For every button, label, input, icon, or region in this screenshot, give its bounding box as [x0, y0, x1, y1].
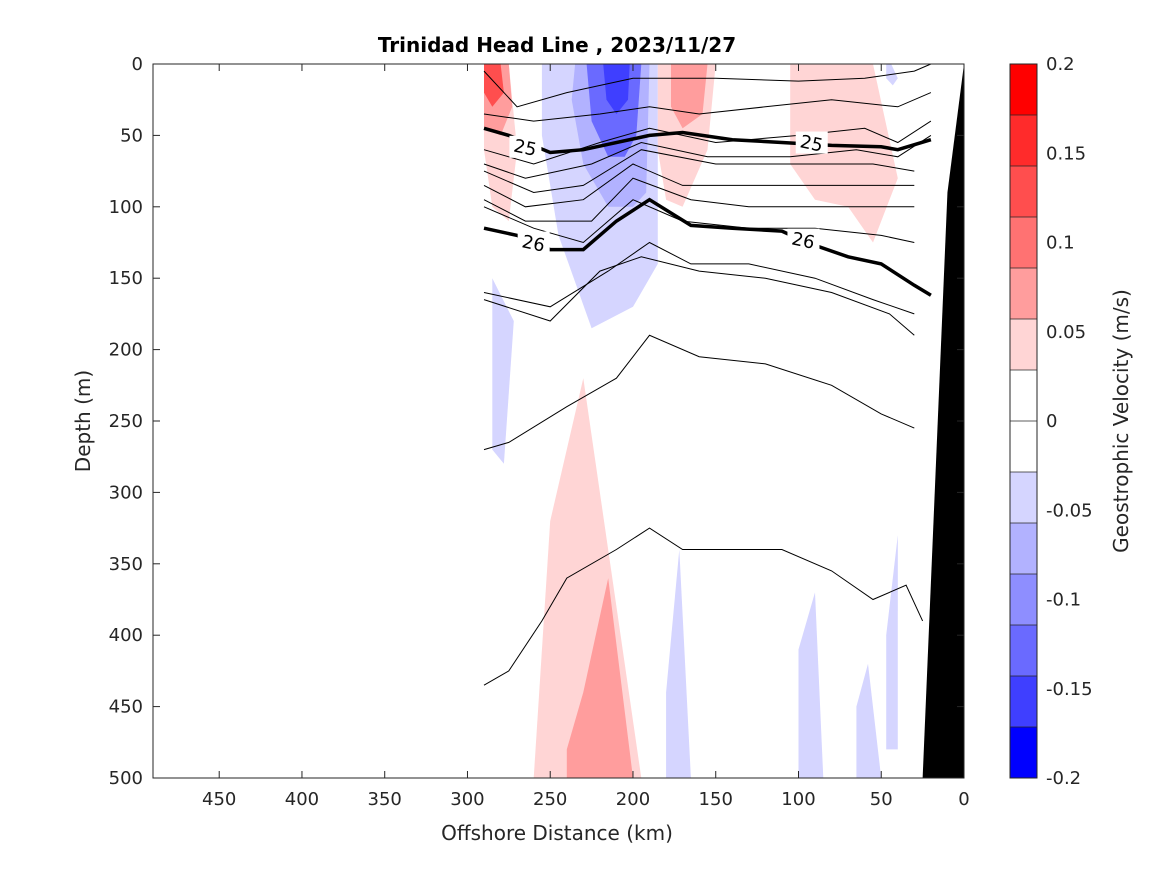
density-isoline-26 [483, 197, 932, 297]
density-isoline [483, 134, 932, 179]
x-axis-label: Offshore Distance (km) [441, 821, 673, 845]
colorbar-tick-label: -0.05 [1046, 500, 1093, 521]
isoline-label-bg [517, 231, 550, 254]
density-isoline [483, 334, 915, 451]
colorbar-swatch [1010, 115, 1037, 167]
density-isoline [483, 256, 915, 336]
colorbar: 0.2 0.15 0.1 0.05 0 -0.05 -0.1 -0.15 -0.2 [1009, 54, 1093, 789]
velocity-region [886, 535, 898, 750]
y-tick-label: 400 [109, 625, 143, 646]
colorbar-swatch [1010, 421, 1037, 473]
density-isoline [483, 163, 915, 208]
density-isoline-25 [483, 126, 932, 155]
colorbar-swatch [1010, 319, 1037, 371]
colorbar-tick-label: -0.15 [1046, 679, 1093, 700]
colorbar-label: Geostrophic Velocity (m/s) [1109, 289, 1133, 553]
colorbar-swatch [1010, 472, 1037, 524]
isoline-label-bg [787, 228, 820, 251]
colorbar-swatch [1010, 166, 1037, 218]
colorbar-tick-label: 0.05 [1046, 322, 1086, 343]
velocity-region [856, 663, 882, 778]
density-isoline [483, 120, 932, 165]
x-tick-label: 400 [285, 789, 319, 810]
x-tick-label: 50 [870, 789, 893, 810]
isoline-label-bg [509, 135, 542, 158]
x-tick-label: 450 [202, 789, 236, 810]
x-tick-label: 0 [958, 789, 969, 810]
y-tick-label: 500 [109, 768, 143, 789]
velocity-region [790, 64, 898, 243]
isoline-label: 26 [790, 228, 817, 253]
velocity-region [671, 64, 708, 129]
velocity-region [666, 549, 691, 778]
velocity-region [492, 278, 514, 464]
isoline-label: 25 [512, 136, 539, 161]
colorbar-swatch [1010, 64, 1037, 116]
colorbar-tick-label: 0.15 [1046, 143, 1086, 164]
y-axis-label: Depth (m) [71, 370, 95, 472]
isoline-layer: 25 25 26 26 [483, 63, 932, 686]
chart-title: Trinidad Head Line , 2023/11/27 [378, 33, 736, 57]
velocity-region [603, 64, 630, 114]
bottom-topography-layer [922, 64, 964, 778]
density-isoline [483, 92, 932, 122]
density-isoline [483, 241, 915, 315]
x-tick-label: 100 [781, 789, 815, 810]
x-tick-label: 250 [533, 789, 567, 810]
velocity-region [798, 592, 824, 778]
colorbar-swatch [1010, 268, 1037, 320]
y-tick-label: 150 [109, 268, 143, 289]
colorbar-swatch [1010, 574, 1037, 626]
seafloor-topography [922, 64, 964, 778]
y-tick-label: 250 [109, 411, 143, 432]
x-axis: 450 400 350 300 250 200 150 100 50 0 [202, 64, 970, 810]
x-tick-label: 350 [368, 789, 402, 810]
colorbar-swatch [1010, 727, 1037, 779]
isoline-label-bg [795, 131, 828, 154]
isoline-label: 25 [798, 131, 825, 156]
velocity-region [484, 64, 504, 107]
colorbar-swatch [1010, 523, 1037, 575]
velocity-fill-layer [484, 64, 898, 778]
isoline-label: 26 [520, 231, 547, 256]
colorbar-tick-label: -0.2 [1046, 768, 1081, 789]
colorbar-tick-label: 0.2 [1046, 54, 1075, 75]
colorbar-swatch [1010, 217, 1037, 269]
colorbar-swatch [1010, 370, 1037, 422]
colorbar-tick-label: -0.1 [1046, 590, 1081, 611]
y-tick-label: 200 [109, 340, 143, 361]
velocity-region [566, 578, 633, 778]
colorbar-tick-label: 0.1 [1046, 233, 1075, 254]
x-tick-label: 300 [450, 789, 484, 810]
density-isoline [483, 149, 915, 194]
colorbar-tick-label: 0 [1046, 411, 1057, 432]
y-tick-label: 450 [109, 697, 143, 718]
colorbar-frame [1009, 63, 1038, 779]
y-tick-label: 0 [132, 54, 143, 75]
density-isoline [483, 177, 915, 222]
colorbar-swatch [1010, 676, 1037, 728]
y-tick-label: 300 [109, 482, 143, 503]
y-axis: 0 50 100 150 200 250 300 350 400 450 500 [109, 54, 964, 789]
y-tick-label: 50 [120, 125, 143, 146]
density-isoline [483, 63, 932, 108]
density-isoline [483, 527, 924, 686]
x-tick-label: 150 [699, 789, 733, 810]
plot-area: 25 25 26 26 [152, 63, 965, 779]
y-tick-label: 350 [109, 554, 143, 575]
colorbar-swatch [1010, 625, 1037, 677]
x-tick-label: 200 [616, 789, 650, 810]
y-tick-label: 100 [109, 197, 143, 218]
